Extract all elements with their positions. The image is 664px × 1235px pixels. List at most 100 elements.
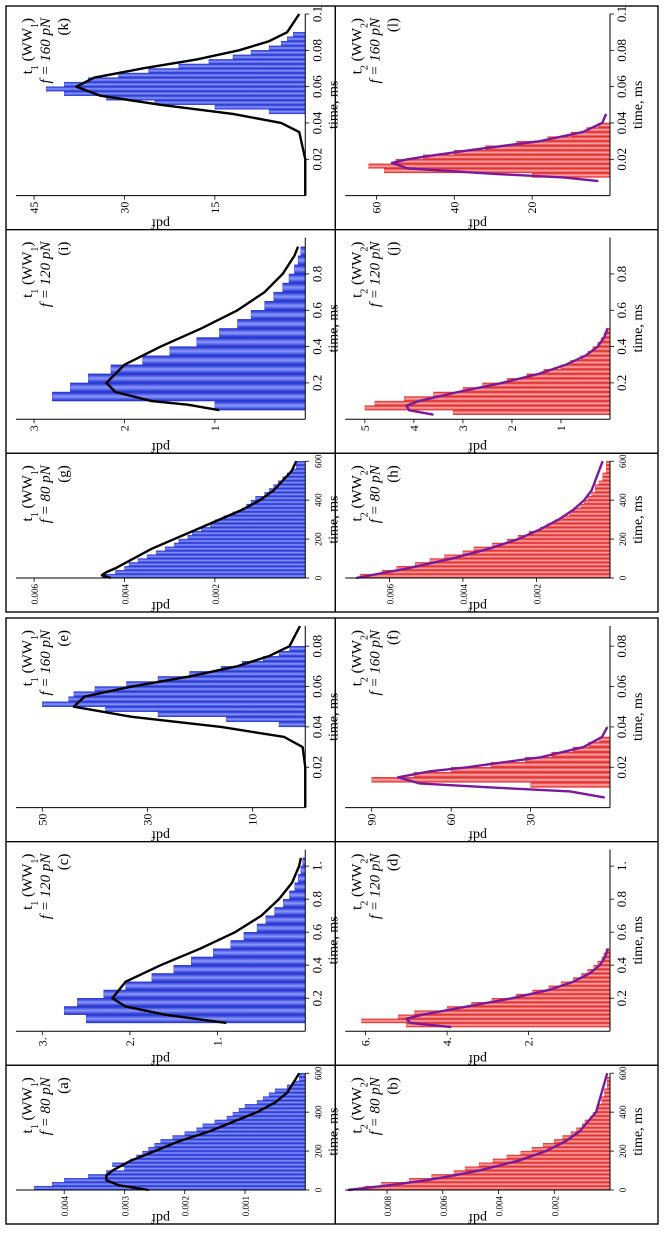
x-tick-label: 0.08 (309, 635, 324, 658)
histogram-bar (604, 1088, 611, 1093)
histogram-bar (289, 890, 306, 900)
histogram-bar (364, 405, 611, 411)
y-tick-label: 60 (444, 814, 458, 826)
x-tick-label: 0.06 (309, 675, 324, 698)
histogram-bar (278, 651, 306, 657)
histogram-bar (294, 264, 306, 275)
x-tick-label: 0.04 (309, 111, 324, 134)
histogram-bar (604, 1092, 611, 1097)
histogram-bar (291, 468, 306, 474)
histogram-bar (264, 300, 306, 311)
histogram-bar (268, 109, 306, 115)
panel-d: 0.2 0.4 0.6 0.8 1. 2. 4. 6. pdf time, ms t2 (WW2) f… (334, 841, 659, 1066)
x-axis-label: time, ms (326, 916, 341, 964)
x-tick-label: 0.06 (614, 75, 629, 98)
x-axis-label: time, ms (631, 81, 646, 129)
histogram-bar (446, 1006, 611, 1011)
histogram-bar (125, 981, 306, 991)
panel-title: t2 (WW2) (349, 1077, 370, 1133)
x-axis-label: time, ms (326, 304, 341, 352)
x-tick-label: 200 (618, 532, 628, 546)
histogram-bar (223, 515, 306, 520)
histogram-bar (361, 1018, 611, 1024)
histogram-bar (454, 150, 611, 155)
histogram-bar (154, 100, 306, 106)
panel-title: t1 (WW1) (20, 18, 41, 74)
fit-curve (397, 726, 609, 799)
y-tick-label: 2. (522, 1037, 536, 1046)
histogram-bar (606, 464, 611, 470)
x-tick-label: 0.1 (614, 6, 629, 22)
histogram-bar (146, 554, 306, 559)
histogram-bar (289, 645, 306, 652)
y-tick-label: 50 (35, 814, 49, 826)
x-axis-label: time, ms (631, 693, 646, 741)
y-tick-label: 2 (117, 425, 131, 431)
x-tick-label: 0.8 (614, 266, 629, 282)
panel-label: (e) (56, 630, 72, 647)
histogram-bar (595, 484, 611, 489)
panel-i: 0.2 0.4 0.6 0.8 1 2 3 pdf time, ms t1 (WW1) f = 12… (5, 229, 341, 454)
histogram-bar (148, 1146, 306, 1152)
histogram-bar (490, 762, 611, 768)
histogram-bar (554, 519, 611, 524)
x-tick-label: 0 (618, 575, 628, 580)
x-tick-label: 600 (313, 1066, 323, 1080)
y-tick-label: 1. (211, 1037, 225, 1046)
panel-force: f = 80 pN (367, 464, 383, 523)
histogram-bar (154, 1143, 306, 1148)
panel-force: f = 160 pN (367, 629, 383, 696)
histogram-bar (155, 550, 306, 555)
histogram-bar (250, 50, 306, 56)
histogram-bar (294, 882, 306, 892)
histogram-bar (214, 104, 306, 110)
histogram-bar (547, 523, 611, 528)
histogram-bar (178, 538, 306, 544)
histogram-bar (103, 989, 306, 999)
panel-label: (a) (56, 1077, 72, 1094)
x-tick-label: 400 (618, 493, 628, 507)
y-axis-label: pdf (151, 828, 170, 843)
panel-h: 0 200 400 600 0.002 0.004 0.006 pdf time, ms t2 (… (334, 452, 659, 613)
histogram-bar (192, 531, 306, 536)
panel-j: 0.2 0.4 0.6 0.8 1 2 3 4 5 pdf time, ms t2 (WW2) f = … (334, 229, 659, 454)
histogram-bar (112, 1162, 306, 1167)
histogram-bar (164, 546, 306, 551)
x-tick-label: 0.2 (614, 990, 629, 1006)
histogram-bar (106, 95, 306, 101)
x-tick-label: 0.06 (614, 675, 629, 698)
fit-curve (347, 1072, 609, 1192)
x-tick-label: 0.02 (309, 148, 324, 171)
panel-force: f = 120 pN (367, 241, 383, 308)
histogram-bar (282, 282, 306, 293)
y-axis-label: pdf (468, 598, 487, 613)
histogram-bar (506, 538, 611, 544)
panel-force: f = 120 pN (367, 853, 383, 920)
x-tick-label: 0.4 (309, 338, 324, 355)
histogram-bar (414, 562, 611, 567)
panel-label: (k) (56, 18, 72, 36)
histogram-bar (232, 54, 306, 60)
histogram-bar (136, 1154, 306, 1160)
y-axis-label: pdf (468, 828, 487, 843)
histogram-bar (606, 468, 611, 474)
panel-label: (f) (385, 630, 401, 645)
histogram-bar (413, 772, 611, 778)
x-tick-label: 0.08 (614, 635, 629, 658)
panel-e: 0.02 0.04 0.06 0.08 10 30 50 pdf time, ms t1 (WW1… (5, 617, 341, 843)
y-tick-label: 4 (407, 425, 421, 431)
histogram-bar (230, 940, 306, 949)
y-tick-label: 3. (35, 1037, 49, 1046)
panel-label: (j) (385, 242, 401, 256)
y-axis-label: pdf (151, 1051, 170, 1066)
x-tick-label: 0.2 (309, 375, 324, 391)
x-tick-label: 400 (313, 493, 323, 507)
y-tick-label: 30 (524, 814, 538, 826)
histogram-bar (238, 1108, 306, 1113)
histogram-bar (42, 701, 306, 707)
y-tick-label: 1 (554, 425, 568, 431)
panel-title: t1 (WW1) (20, 854, 41, 910)
y-tick-label: 0.003 (120, 1196, 130, 1217)
histogram-bar (246, 503, 306, 509)
